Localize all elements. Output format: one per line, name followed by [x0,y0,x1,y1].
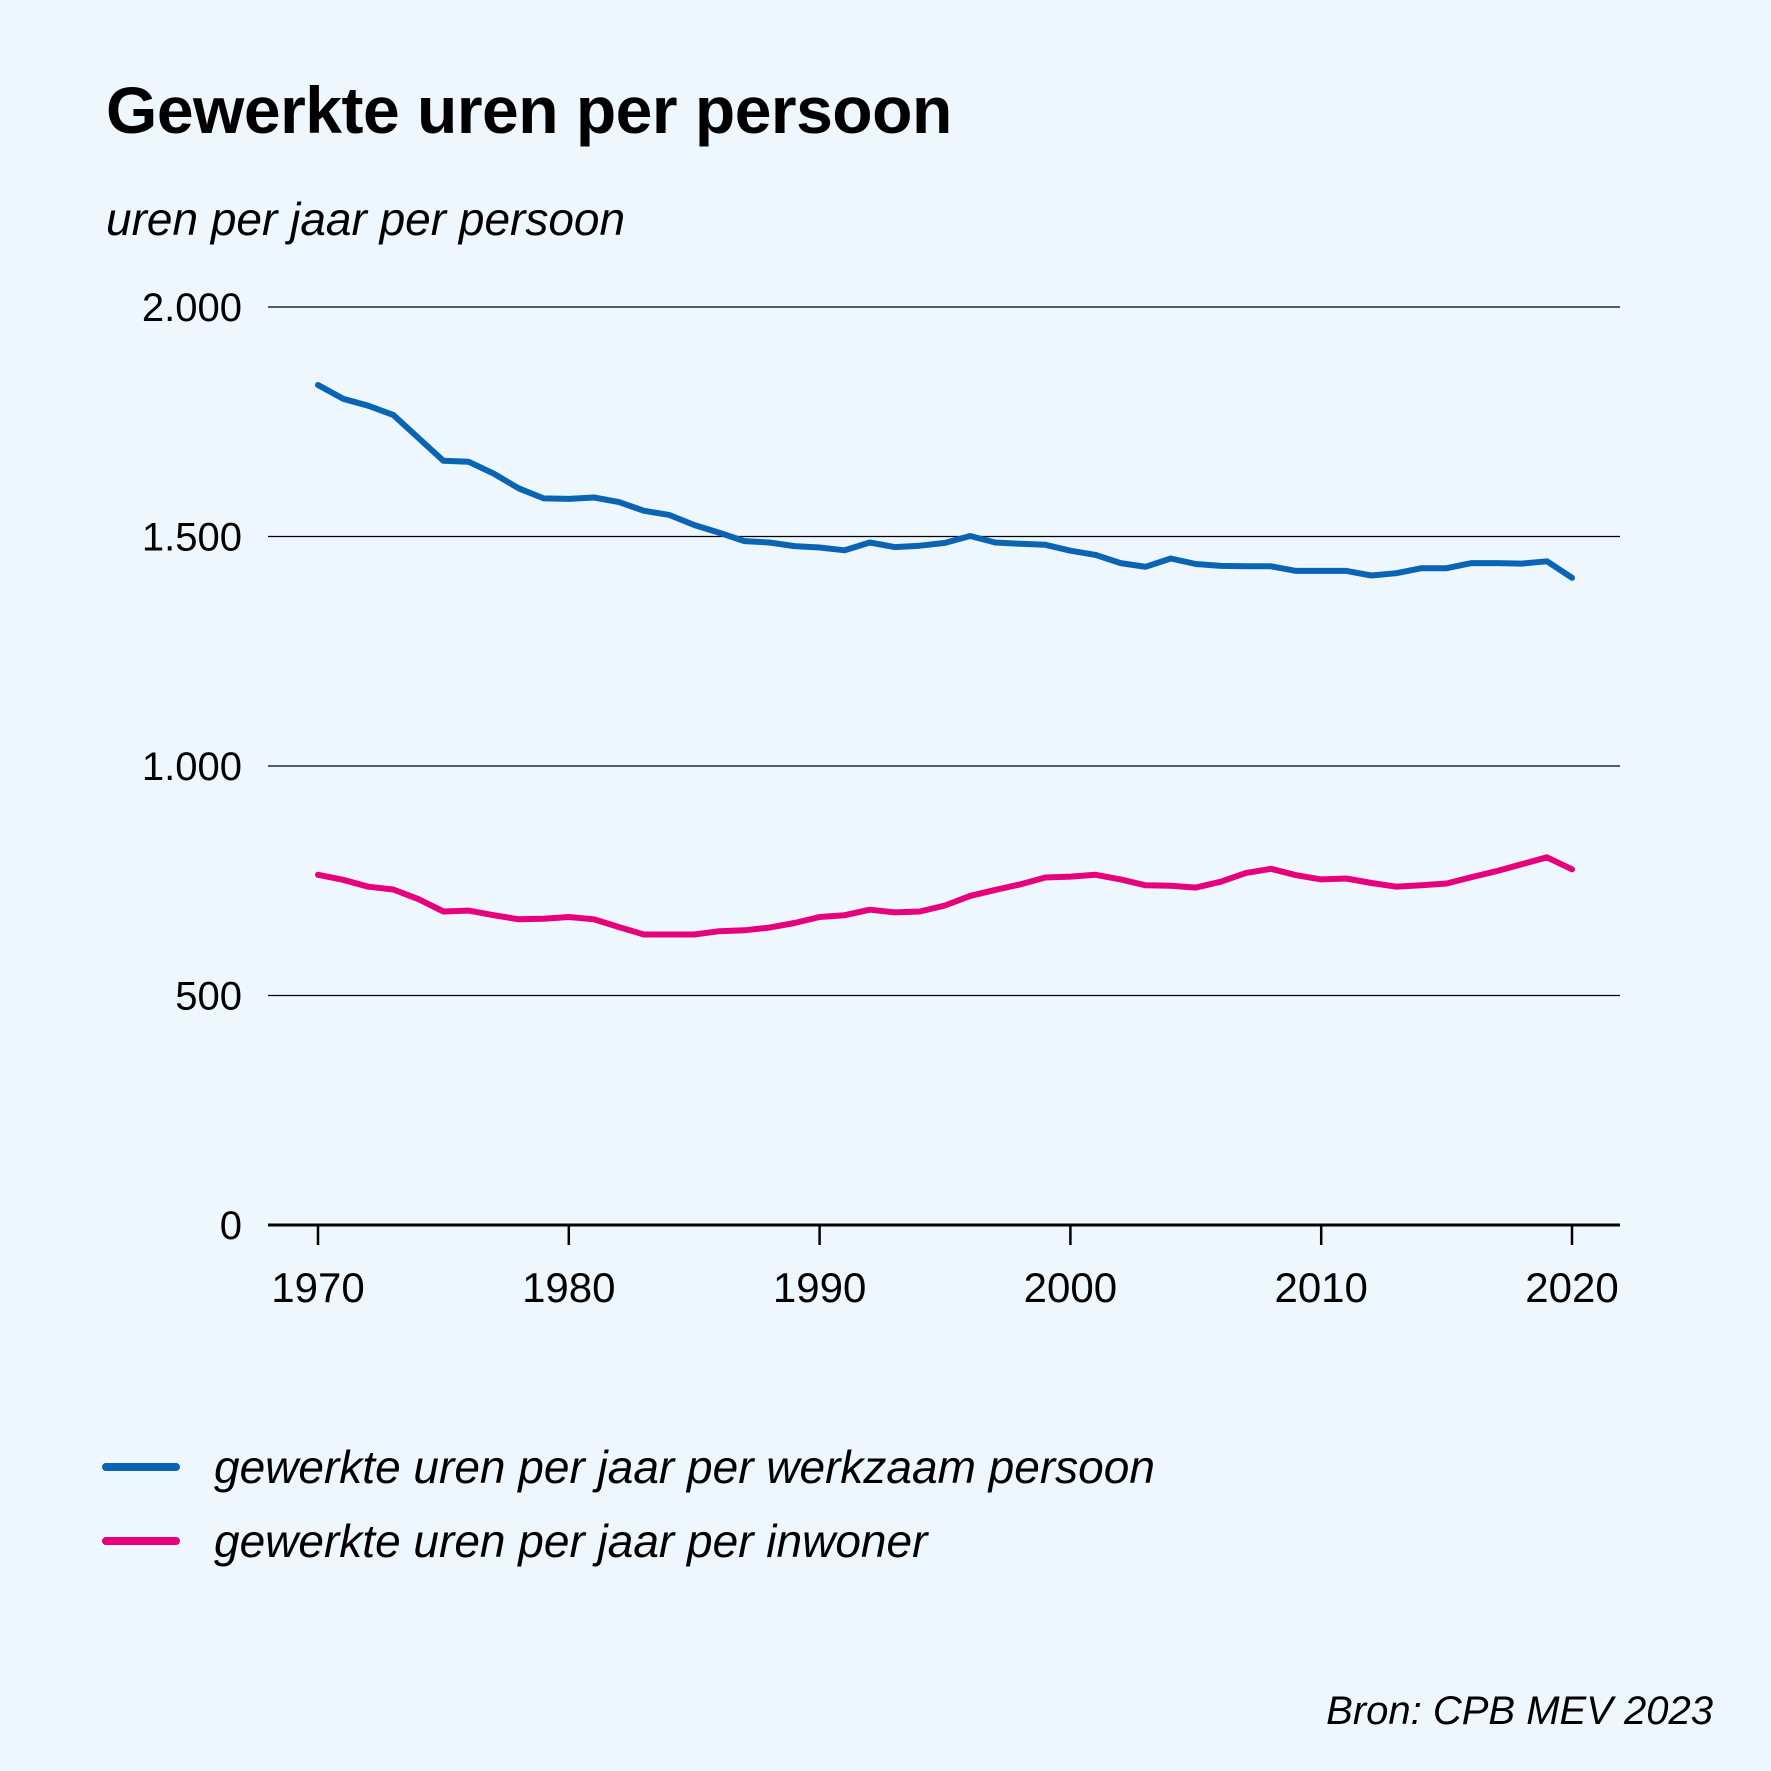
legend: gewerkte uren per jaar per werkzaam pers… [102,1430,1155,1578]
y-tick-label-2000: 2.000 [142,286,242,330]
line-chart: 0 500 1.000 1.500 2.000 1970 1980 1990 2000 2010 2… [142,286,1620,1311]
legend-label-werkzaam-persoon: gewerkte uren per jaar per werkzaam pers… [214,1441,1155,1493]
y-tick-label-1500: 1.500 [142,516,242,560]
y-axis-title: uren per jaar per persoon [106,193,626,245]
axis-layer: 0 500 1.000 1.500 2.000 1970 1980 1990 2000 2010 2… [142,286,1619,1311]
series-line-inwoner [315,854,1575,938]
y-tick-label-0: 0 [220,1204,242,1248]
y-tick-label-1000: 1.000 [142,745,242,789]
series-line-werkzaam-persoon [315,382,1575,581]
chart-title: Gewerkte uren per persoon [106,73,952,147]
y-tick-label-500: 500 [175,975,242,1019]
x-tick-label-2010: 2010 [1274,1264,1367,1311]
x-tick-label-1970: 1970 [271,1264,364,1311]
legend-swatch-blue [102,1463,180,1471]
legend-swatch-pink [102,1537,180,1545]
legend-item-inwoner: gewerkte uren per jaar per inwoner [102,1504,1155,1578]
series-layer [315,382,1575,938]
x-tick-label-1990: 1990 [773,1264,866,1311]
x-tick-label-2000: 2000 [1024,1264,1117,1311]
source-note: Bron: CPB MEV 2023 [1326,1689,1713,1733]
legend-item-werkzaam-persoon: gewerkte uren per jaar per werkzaam pers… [102,1430,1155,1504]
x-tick-label-2020: 2020 [1525,1264,1618,1311]
grid-layer [268,306,1620,1227]
legend-label-inwoner: gewerkte uren per jaar per inwoner [214,1515,928,1567]
x-tick-label-1980: 1980 [522,1264,615,1311]
